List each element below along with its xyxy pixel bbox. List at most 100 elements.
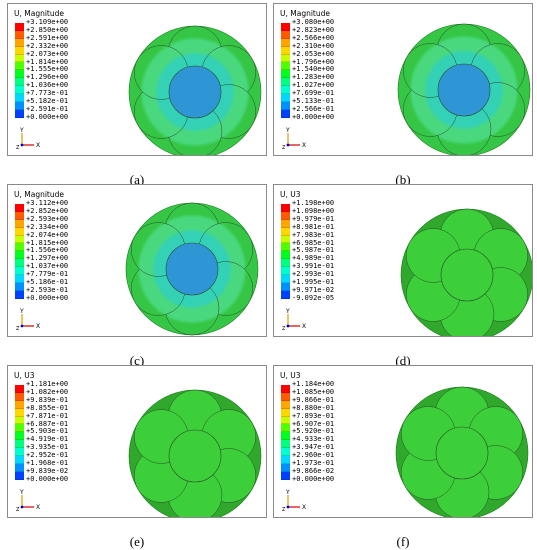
legend-title: U, Magnitude xyxy=(14,9,64,18)
color-swatch xyxy=(281,440,290,449)
color-swatch xyxy=(15,463,24,472)
color-swatch xyxy=(15,456,24,464)
legend: U, U3 +1.198e+00 +1.098e+00 +9.979e-01 +8.98… xyxy=(280,190,390,303)
color-swatch xyxy=(15,78,24,87)
legend-value: +1.973e-01 xyxy=(292,459,335,468)
color-swatch xyxy=(15,408,24,417)
legend-value: +8.855e-01 xyxy=(26,403,69,412)
color-swatch xyxy=(15,385,24,393)
color-swatch xyxy=(281,219,290,228)
cable-cross-section xyxy=(128,25,262,155)
color-swatch xyxy=(281,62,290,71)
color-swatch xyxy=(281,86,290,95)
legend-value: +3.947e-01 xyxy=(292,443,335,452)
color-swatch xyxy=(15,432,24,441)
color-swatch xyxy=(281,259,290,268)
panel-b: U, Magnitude +3.080e+00 +2.823e+00 +2.566e+… xyxy=(273,3,533,156)
color-swatch xyxy=(281,385,290,393)
legend-value: +5.920e-01 xyxy=(292,427,335,436)
color-swatch xyxy=(15,448,24,457)
triad-x-label: X xyxy=(302,142,306,149)
cable-cross-section xyxy=(125,202,259,336)
legend: U, U3 +1.184e+00 +1.085e+00 +9.866e-01 +8.88… xyxy=(280,371,390,484)
color-swatch xyxy=(15,267,24,276)
legend-value: -9.092e-05 xyxy=(292,293,335,302)
color-swatch xyxy=(281,275,290,283)
color-swatch xyxy=(15,400,24,409)
cable-cross-section xyxy=(395,386,529,517)
color-swatch xyxy=(281,109,290,118)
legend-value: +3.112e+00 xyxy=(26,199,69,207)
legend-value: +1.796e+00 xyxy=(292,57,335,66)
legend-value: +2.073e+00 xyxy=(26,49,69,58)
legend-value: +1.968e-01 xyxy=(26,459,69,468)
legend-value: +7.779e-01 xyxy=(26,270,69,279)
color-swatch xyxy=(15,392,24,401)
legend-value: +2.960e-01 xyxy=(292,451,335,460)
legend-title: U, Magnitude xyxy=(14,190,64,199)
axis-triad-icon: Y X Z xyxy=(16,489,40,512)
cable-cross-section xyxy=(397,23,531,155)
color-swatch xyxy=(281,267,290,276)
legend-value: +9.971e-02 xyxy=(292,285,335,294)
color-swatch xyxy=(15,38,24,47)
color-swatch xyxy=(15,101,24,110)
triad-x-label: X xyxy=(302,323,306,330)
panel-caption: (c) xyxy=(129,353,145,368)
triad-y-label: Y xyxy=(285,308,290,315)
panel-caption: (e) xyxy=(129,534,145,549)
color-swatch xyxy=(15,275,24,283)
color-swatch xyxy=(281,448,290,457)
legend-value: +5.987e-01 xyxy=(292,246,335,255)
color-scale xyxy=(15,23,24,118)
axis-triad-icon: Y X Z xyxy=(16,308,40,331)
legend-value: +5.903e-01 xyxy=(26,427,69,436)
color-swatch xyxy=(15,416,24,425)
color-swatch xyxy=(281,78,290,87)
color-swatch xyxy=(15,290,24,299)
color-swatch xyxy=(281,227,290,236)
legend-value: +3.935e-01 xyxy=(26,443,69,452)
cable-cross-section xyxy=(400,208,532,336)
legend-value: +9.866e-01 xyxy=(292,395,335,404)
color-swatch xyxy=(281,471,290,480)
color-swatch xyxy=(15,219,24,228)
triad-z-label: Z xyxy=(282,507,286,512)
triad-y-label: Y xyxy=(285,489,290,496)
core-wire xyxy=(435,426,489,480)
color-swatch xyxy=(281,408,290,417)
legend-value: +6.985e-01 xyxy=(292,238,335,247)
legend-value: +1.555e+00 xyxy=(26,65,69,74)
legend-value: +0.000e+00 xyxy=(26,293,69,302)
legend-value: +4.919e-01 xyxy=(26,435,69,444)
color-swatch xyxy=(281,400,290,409)
color-swatch xyxy=(281,243,290,252)
core-wire xyxy=(437,63,491,117)
legend-value: +1.556e+00 xyxy=(26,246,69,255)
color-swatch xyxy=(281,30,290,39)
color-swatch xyxy=(15,62,24,71)
core-wire xyxy=(440,248,494,302)
legend-value: +3.991e-01 xyxy=(292,262,335,271)
color-swatch xyxy=(281,432,290,441)
color-swatch xyxy=(15,54,24,63)
legend: U, Magnitude +3.112e+00 +2.852e+00 +2.593e+… xyxy=(14,190,124,303)
triad-y-label: Y xyxy=(19,127,24,134)
legend-value: +7.773e-01 xyxy=(26,89,69,98)
legend-title: U, U3 xyxy=(280,371,301,380)
legend-value: +2.053e+00 xyxy=(292,49,335,58)
legend-value: +7.983e-01 xyxy=(292,230,335,239)
legend-value: +2.823e+00 xyxy=(292,25,335,34)
legend-value: +1.027e+00 xyxy=(292,81,335,90)
color-swatch xyxy=(15,243,24,252)
color-swatch xyxy=(281,416,290,425)
color-swatch xyxy=(281,392,290,401)
legend-value: +2.566e+00 xyxy=(292,33,335,42)
legend-value: +1.098e+00 xyxy=(292,206,335,215)
legend-title: U, Magnitude xyxy=(280,9,330,18)
core-wire xyxy=(165,242,219,296)
panel-f: U, U3 +1.184e+00 +1.085e+00 +9.866e-01 +8.88… xyxy=(273,365,533,518)
core-wire xyxy=(168,65,222,119)
legend-value: +2.334e+00 xyxy=(26,222,69,231)
panel-c: U, Magnitude +3.112e+00 +2.852e+00 +2.593e+… xyxy=(7,184,267,337)
